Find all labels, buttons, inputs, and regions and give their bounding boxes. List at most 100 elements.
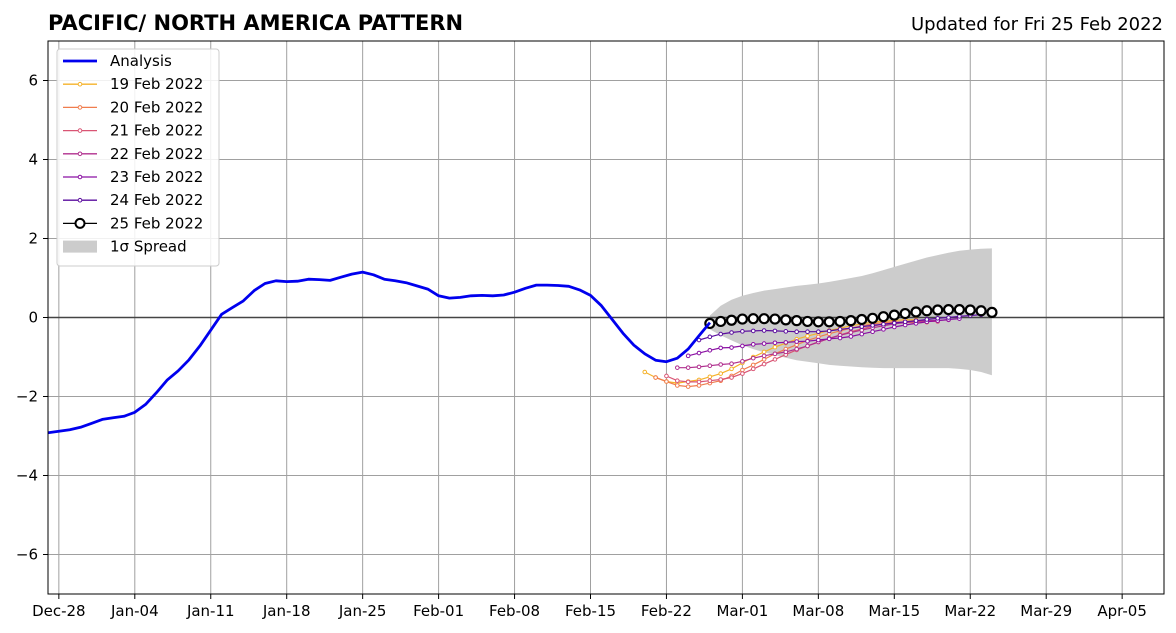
y-tick-label: 2: [28, 230, 38, 248]
forecast-point: [758, 313, 770, 325]
forecast-point: [653, 375, 658, 380]
legend-item: 19 Feb 2022: [63, 75, 203, 93]
forecast-point: [964, 304, 976, 316]
forecast-point: [866, 312, 879, 324]
y-tick-label: −6: [16, 546, 38, 564]
forecast-point: [772, 357, 778, 362]
forecast-point: [747, 313, 759, 325]
forecast-series-6: [704, 304, 998, 330]
forecast-point: [696, 350, 702, 356]
x-tick-label: Feb-08: [489, 602, 540, 620]
forecast-point: [761, 328, 767, 333]
legend-item: 21 Feb 2022: [63, 122, 203, 140]
forecast-point: [859, 324, 865, 329]
forecast-point: [707, 374, 713, 380]
forecast-point: [715, 315, 727, 328]
forecast-point: [718, 345, 724, 351]
forecast-point: [685, 353, 691, 359]
legend-item: 20 Feb 2022: [63, 98, 203, 116]
analysis-line: [48, 270, 711, 435]
forecast-point: [902, 319, 908, 325]
forecast-point: [696, 379, 702, 385]
forecast-point: [877, 311, 890, 323]
legend-label: 20 Feb 2022: [110, 98, 203, 116]
forecast-point: [729, 366, 734, 372]
forecast-point: [707, 334, 713, 340]
forecast-point: [848, 325, 854, 331]
forecast-point: [772, 340, 778, 346]
legend-label: 1σ Spread: [110, 238, 187, 256]
legend-spread-swatch: [63, 240, 97, 253]
forecast-point: [892, 324, 897, 330]
forecast-point: [859, 331, 865, 337]
forecast-point: [761, 341, 767, 346]
forecast-point: [899, 307, 911, 320]
forecast-point: [805, 333, 810, 339]
y-tick-label: 0: [28, 309, 38, 327]
legend-marker: [77, 197, 83, 203]
forecast-point: [848, 334, 854, 339]
forecast-point: [761, 349, 767, 355]
x-tick-label: Feb-22: [641, 602, 692, 620]
legend-label: Analysis: [110, 52, 172, 70]
forecast-point: [801, 315, 814, 328]
forecast-point: [750, 366, 756, 372]
y-tick-label: 4: [28, 151, 38, 169]
forecast-point: [805, 329, 810, 335]
forecast-point: [675, 383, 680, 388]
forecast-point: [942, 304, 955, 316]
forecast-point: [707, 378, 713, 384]
forecast-point: [837, 327, 843, 332]
forecast-point: [740, 343, 745, 349]
forecast-point: [772, 344, 778, 350]
forecast-point: [664, 373, 669, 379]
forecast-point: [772, 328, 778, 334]
series-group: [48, 248, 1164, 435]
forecast-point: [881, 327, 886, 332]
forecast-point: [696, 364, 702, 370]
plot-area: Dec-28 Jan-04 Jan-11 Jan-18 Jan-25 Feb-01 Feb-…: [16, 40, 1165, 620]
forecast-point: [924, 317, 930, 322]
forecast-point: [816, 329, 821, 335]
forecast-point: [791, 315, 803, 327]
x-tick-label: Feb-01: [413, 602, 464, 620]
forecast-point: [848, 330, 854, 335]
legend-item: 22 Feb 2022: [63, 145, 203, 163]
legend-marker: [77, 128, 83, 133]
legend: Analysis 19 Feb 2022 20 Feb 2022 21 Feb 202…: [56, 48, 220, 267]
axes-frame: [47, 40, 1165, 595]
forecast-point: [718, 371, 724, 376]
y-tick-label: −4: [16, 467, 38, 485]
legend-marker: [77, 81, 83, 87]
forecast-point: [707, 363, 713, 368]
x-tick-label: Feb-15: [565, 602, 616, 620]
forecast-point: [794, 346, 799, 352]
forecast-point: [826, 336, 832, 342]
x-tick-label: Dec-28: [32, 602, 86, 620]
legend-label: 19 Feb 2022: [110, 75, 203, 93]
forecast-point: [913, 318, 919, 323]
forecast-point: [953, 304, 966, 316]
y-tick-label: 6: [28, 72, 38, 90]
forecast-point: [740, 359, 745, 364]
forecast-point: [729, 375, 734, 380]
forecast-point: [783, 340, 789, 345]
legend-item: 25 Feb 2022: [63, 214, 203, 232]
forecast-point: [750, 342, 756, 347]
forecast-point: [783, 349, 789, 355]
forecast-point: [740, 329, 745, 334]
forecast-series-5: [696, 312, 984, 343]
y-tick-label: −2: [16, 388, 38, 406]
forecast-point: [772, 351, 778, 357]
forecast-point: [729, 345, 734, 350]
forecast-point: [794, 339, 799, 344]
x-tick-label: Jan-11: [186, 602, 235, 620]
grid-lines: Dec-28 Jan-04 Jan-11 Jan-18 Jan-25 Feb-01 Feb-…: [16, 41, 1164, 620]
x-tick-label: Jan-25: [338, 602, 387, 620]
chart-subtitle: Updated for Fri 25 Feb 2022: [911, 14, 1163, 35]
x-tick-label: Mar-22: [944, 602, 996, 620]
x-tick-label: Jan-18: [262, 602, 311, 620]
forecast-point: [805, 343, 810, 349]
forecast-point: [888, 309, 900, 321]
